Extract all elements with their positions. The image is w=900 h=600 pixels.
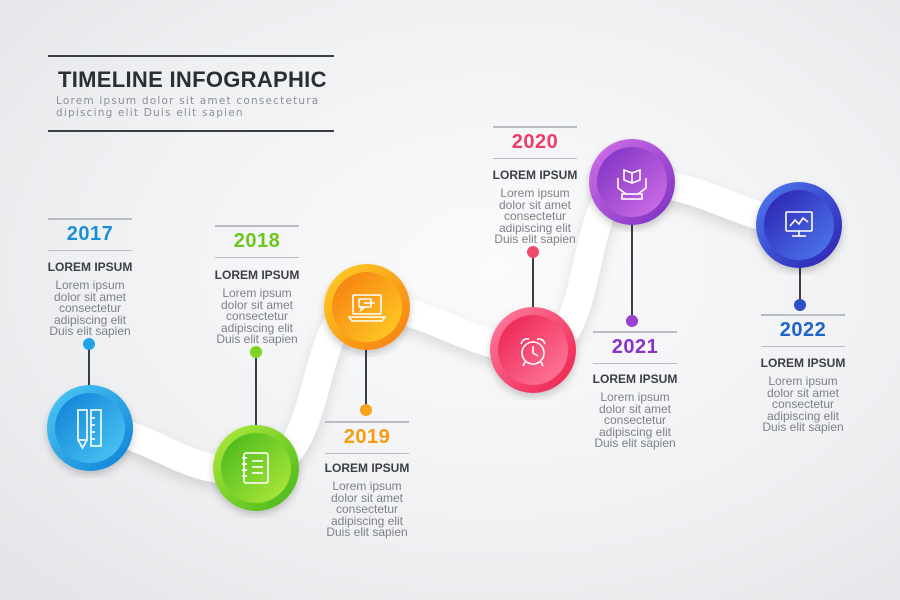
milestone-year-2019: 2019	[325, 421, 409, 454]
title-bottom-rule	[48, 130, 334, 132]
milestone-year-2017: 2017	[48, 218, 132, 251]
milestone-node-2020	[490, 307, 576, 393]
laptop-chat-icon	[347, 294, 387, 322]
milestone-year-2021: 2021	[593, 331, 677, 364]
milestone-node-2017	[47, 385, 133, 471]
milestone-year-2018: 2018	[215, 225, 299, 258]
title-block: TIMELINE INFOGRAPHIC Lorem ipsum dolor s…	[48, 55, 334, 132]
page-subtitle: Lorem ipsum dolor sit amet consectetura …	[56, 95, 320, 119]
milestone-label-2018: LOREM IPSUM	[214, 268, 300, 282]
title-top-rule	[48, 55, 334, 57]
milestone-label-2021: LOREM IPSUM	[592, 372, 678, 386]
notebook-icon	[242, 452, 269, 484]
monitor-chart-icon	[785, 211, 813, 237]
milestone-label-2020: LOREM IPSUM	[492, 168, 578, 182]
milestone-label-2019: LOREM IPSUM	[324, 461, 410, 475]
connector-dot-2018	[250, 346, 262, 358]
connector-dot-2017	[83, 338, 95, 350]
hands-book-icon	[617, 168, 647, 200]
connector-dot-2022	[794, 299, 806, 311]
milestone-text-2018: Lorem ipsum dolor sit amet consectetur a…	[216, 286, 298, 346]
connector-dot-2020	[527, 246, 539, 258]
page-title: TIMELINE INFOGRAPHIC	[58, 67, 327, 92]
milestone-label-2022: LOREM IPSUM	[760, 356, 846, 370]
milestone-text-2017: Lorem ipsum dolor sit amet consectetur a…	[49, 278, 131, 338]
milestone-text-2019: Lorem ipsum dolor sit amet consectetur a…	[326, 479, 408, 539]
milestone-text-2020: Lorem ipsum dolor sit amet consectetur a…	[494, 186, 576, 246]
milestone-node-2018	[213, 425, 299, 511]
milestone-node-2021	[589, 139, 675, 225]
milestone-year-2022: 2022	[761, 314, 845, 347]
milestone-node-2019	[324, 264, 410, 350]
milestone-text-2022: Lorem ipsum dolor sit amet consectetur a…	[762, 374, 844, 434]
milestone-year-2020: 2020	[493, 126, 577, 159]
milestone-label-2017: LOREM IPSUM	[47, 260, 133, 274]
milestone-text-2021: Lorem ipsum dolor sit amet consectetur a…	[594, 390, 676, 450]
alarm-clock-icon	[520, 338, 546, 367]
connector-dot-2019	[360, 404, 372, 416]
pencil-ruler-icon	[77, 409, 102, 450]
connector-dot-2021	[626, 315, 638, 327]
milestone-node-2022	[756, 182, 842, 268]
